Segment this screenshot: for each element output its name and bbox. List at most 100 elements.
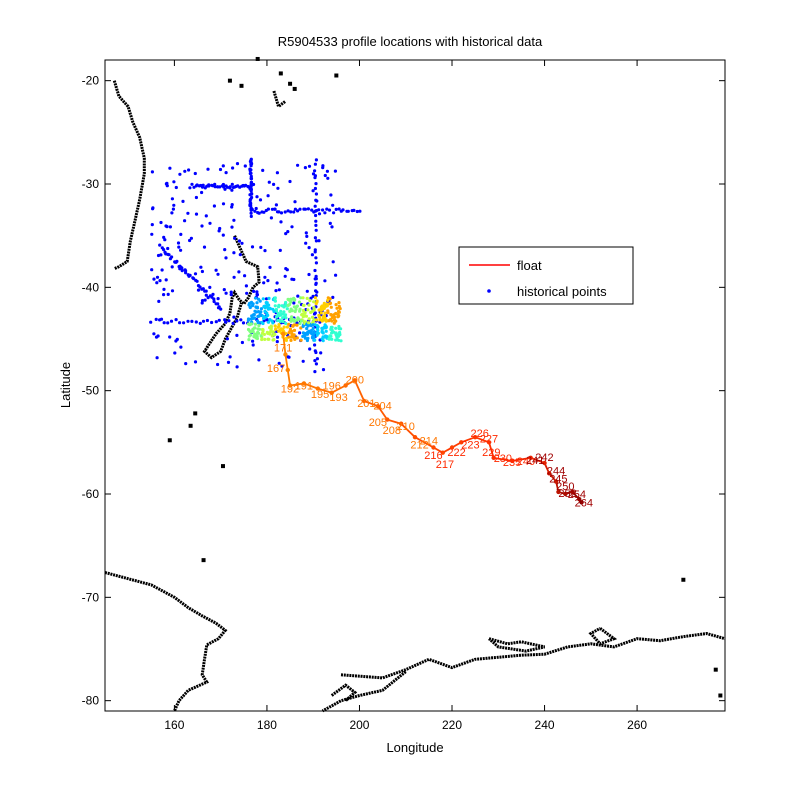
- historical-point: [282, 304, 286, 308]
- historical-point: [269, 216, 273, 220]
- historical-point: [214, 320, 218, 324]
- historical-point: [327, 208, 332, 212]
- historical-point: [314, 192, 318, 196]
- historical-point: [313, 209, 318, 213]
- historical-point: [313, 250, 317, 254]
- historical-point: [287, 322, 291, 326]
- historical-point: [309, 296, 313, 300]
- historical-point: [331, 295, 335, 299]
- float-profile-label: 250: [556, 481, 574, 493]
- historical-point: [247, 338, 251, 342]
- float-track-segment: [317, 387, 332, 394]
- historical-point: [301, 324, 305, 328]
- float-track-segment: [474, 436, 490, 444]
- historical-point: [232, 275, 236, 279]
- float-profile-label: 222: [447, 447, 465, 459]
- historical-point: [174, 185, 178, 190]
- historical-point: [313, 236, 317, 240]
- historical-point: [314, 281, 318, 285]
- historical-point: [253, 322, 257, 326]
- historical-point: [152, 332, 156, 336]
- historical-point: [263, 249, 267, 253]
- historical-point: [216, 362, 220, 367]
- historical-point: [333, 169, 337, 173]
- historical-point: [249, 203, 253, 207]
- historical-point: [303, 336, 307, 340]
- historical-point: [244, 284, 248, 288]
- historical-point: [284, 321, 288, 326]
- historical-point: [200, 299, 205, 303]
- historical-point: [314, 182, 318, 186]
- float-position-marker: [431, 445, 436, 450]
- x-tick-label: 260: [627, 718, 647, 732]
- historical-point: [303, 314, 307, 318]
- historical-point: [305, 296, 309, 300]
- historical-point: [204, 293, 208, 297]
- float-position-marker: [301, 381, 307, 386]
- historical-point: [260, 327, 265, 332]
- historical-point: [299, 338, 303, 342]
- float-profile-label: 192: [281, 384, 299, 396]
- historical-point: [248, 323, 252, 327]
- historical-point: [317, 239, 321, 243]
- historical-point: [214, 268, 218, 272]
- historical-point: [276, 314, 281, 318]
- historical-point: [266, 313, 270, 317]
- historical-point: [205, 318, 209, 323]
- historical-point: [249, 164, 253, 168]
- historical-point: [314, 219, 318, 223]
- historical-point: [201, 183, 205, 187]
- historical-point: [217, 229, 221, 233]
- historical-point: [289, 338, 293, 342]
- y-tick-label: -50: [82, 384, 100, 398]
- historical-point: [260, 320, 264, 325]
- float-position-marker: [352, 378, 358, 383]
- historical-point: [168, 225, 172, 229]
- historical-point: [194, 320, 198, 324]
- historical-point: [279, 220, 283, 224]
- historical-point: [275, 171, 279, 175]
- historical-point: [326, 309, 330, 313]
- historical-point: [253, 309, 257, 313]
- historical-point: [259, 334, 263, 338]
- historical-point: [337, 301, 341, 305]
- historical-point: [273, 324, 277, 328]
- historical-point: [341, 208, 345, 212]
- historical-point: [275, 335, 280, 339]
- coastline-segment: [112, 80, 146, 271]
- historical-point: [201, 319, 206, 323]
- float-position-marker: [528, 455, 533, 461]
- historical-point: [317, 208, 321, 212]
- historical-point: [159, 253, 163, 257]
- historical-point: [313, 268, 317, 273]
- historical-point: [307, 164, 312, 168]
- historical-point: [266, 320, 271, 324]
- historical-points-layer: [149, 157, 362, 374]
- historical-point: [331, 260, 335, 264]
- historical-point: [218, 226, 222, 231]
- historical-point: [282, 325, 286, 329]
- coast-dot: [239, 83, 244, 88]
- historical-point: [293, 337, 297, 341]
- historical-point: [179, 232, 183, 236]
- historical-point: [321, 166, 325, 170]
- historical-point: [183, 219, 187, 223]
- historical-point: [188, 186, 192, 190]
- historical-point: [247, 303, 251, 307]
- historical-point: [337, 304, 341, 308]
- float-position-marker: [287, 383, 293, 388]
- historical-point: [155, 275, 160, 279]
- historical-point: [172, 180, 176, 184]
- historical-point: [314, 228, 318, 232]
- historical-point: [155, 281, 159, 285]
- historical-point: [263, 306, 267, 310]
- historical-point: [254, 332, 258, 336]
- historical-point: [223, 248, 227, 252]
- historical-point: [154, 317, 158, 321]
- historical-point: [178, 267, 182, 271]
- historical-point: [323, 323, 327, 327]
- historical-point: [231, 321, 235, 325]
- historical-point: [315, 290, 319, 294]
- historical-point: [261, 314, 266, 318]
- y-axis-label: Latitude: [58, 362, 73, 408]
